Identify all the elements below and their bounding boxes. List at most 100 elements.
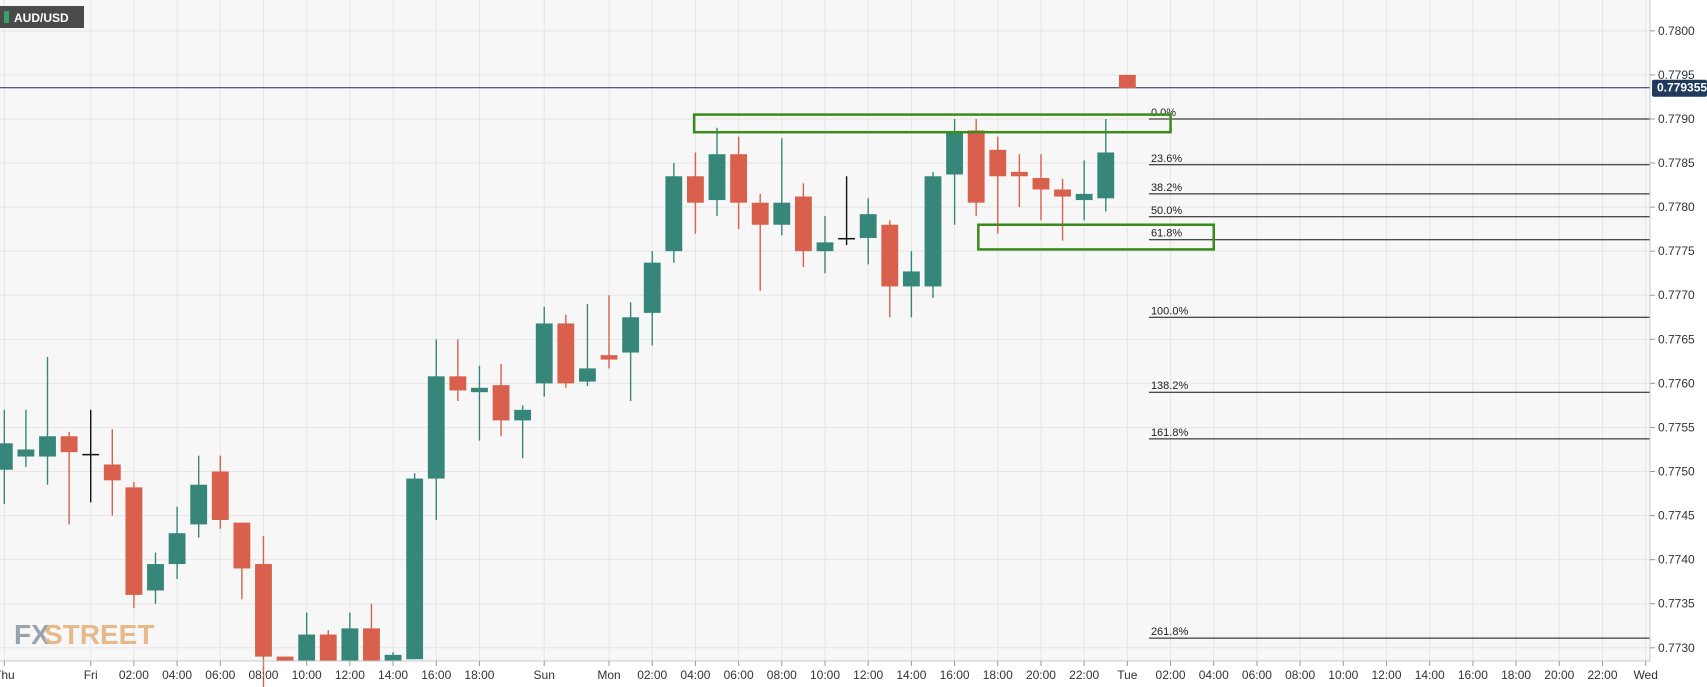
logo-street: STREET <box>44 619 154 650</box>
x-tick-label: Tue <box>1117 668 1138 682</box>
x-tick-label: Wed <box>1633 668 1657 682</box>
candle-body <box>103 464 121 481</box>
x-tick-label: 20:00 <box>1026 668 1056 682</box>
candle-body <box>17 449 35 457</box>
y-tick-label: 0.7780 <box>1658 200 1695 214</box>
x-tick-label: 16:00 <box>940 668 970 682</box>
fib-level-label: 0.0% <box>1151 107 1176 119</box>
x-tick-label: 12:00 <box>853 668 883 682</box>
current-price-badge <box>1652 79 1707 97</box>
fib-level-label: 50.0% <box>1151 205 1182 217</box>
candle-body <box>773 202 791 225</box>
candle-body <box>406 478 424 660</box>
x-tick-label: 02:00 <box>119 668 149 682</box>
y-tick-label: 0.7790 <box>1658 112 1695 126</box>
x-tick-label: 14:00 <box>378 668 408 682</box>
x-tick-label: 14:00 <box>1415 668 1445 682</box>
y-tick-label: 0.7750 <box>1658 465 1695 479</box>
candle-body <box>427 376 445 479</box>
candle-body <box>686 176 704 203</box>
x-tick-label: 22:00 <box>1069 668 1099 682</box>
candle-body <box>125 487 143 595</box>
current-price-tag: 0.779355 <box>1652 79 1707 97</box>
fib-level-label: 138.2% <box>1151 380 1189 392</box>
candle-body <box>147 564 164 591</box>
annotation-boxes <box>692 113 1215 251</box>
y-tick-label: 0.7740 <box>1658 553 1695 567</box>
candle-body <box>60 436 78 453</box>
fibonacci-levels: 0.0% 23.6% 38.2% 50.0% 61.8% 100.0% 138.2% 161.… <box>1148 107 1650 639</box>
candles <box>0 74 1136 687</box>
candle-body <box>1075 193 1093 201</box>
x-tick-label: Fri <box>84 668 98 682</box>
x-tick-label: 18:00 <box>983 668 1013 682</box>
candle-body <box>535 323 553 384</box>
x-tick-label: Mon <box>597 668 620 682</box>
candle-body <box>946 132 964 175</box>
x-tick-label: 20:00 <box>1544 668 1574 682</box>
fib-level-label: 23.6% <box>1151 153 1182 165</box>
candle-body <box>255 564 272 657</box>
candle-body <box>1097 152 1115 199</box>
candle-body <box>838 237 856 240</box>
x-tick-label: 18:00 <box>464 668 494 682</box>
x-tick-label: 12:00 <box>335 668 365 682</box>
current-price-label: 0.779355 <box>1657 81 1707 95</box>
candle-body <box>816 242 834 252</box>
y-tick-label: 0.7800 <box>1658 24 1695 38</box>
x-tick-label: 06:00 <box>205 668 235 682</box>
x-tick-label: 10:00 <box>1328 668 1358 682</box>
candle-body <box>557 323 575 384</box>
x-tick-label: 14:00 <box>896 668 926 682</box>
candle-body <box>622 317 640 353</box>
candle-body <box>233 522 251 569</box>
y-axis-ticks: 0.7800 0.7795 0.7790 0.7785 0.7780 0.7775 0.77… <box>1650 24 1695 655</box>
candle-body <box>730 154 748 203</box>
symbol-tag[interactable]: AUD/USD <box>0 6 84 28</box>
x-tick-label: 06:00 <box>724 668 754 682</box>
x-tick-label: 22:00 <box>1587 668 1617 682</box>
candle-body <box>363 628 380 661</box>
x-tick-label: Thu <box>0 668 15 682</box>
fib-level-label: 38.2% <box>1151 182 1182 194</box>
candle-body <box>643 262 661 313</box>
symbol-label: AUD/USD <box>14 11 69 25</box>
y-tick-label: 0.7760 <box>1658 376 1695 390</box>
candle-body <box>665 176 683 252</box>
y-tick-label: 0.7735 <box>1658 597 1695 611</box>
candle-body <box>794 196 812 252</box>
candle-body <box>579 368 596 382</box>
candle-body <box>859 214 877 238</box>
x-tick-label: 02:00 <box>637 668 667 682</box>
candle-body <box>967 130 985 203</box>
symbol-badge <box>0 6 84 28</box>
x-tick-label: 06:00 <box>1242 668 1272 682</box>
candle-body <box>190 484 208 525</box>
candle-body <box>471 387 488 393</box>
y-tick-label: 0.7755 <box>1658 420 1695 434</box>
x-tick-label: Sun <box>534 668 555 682</box>
x-tick-label: 02:00 <box>1156 668 1186 682</box>
candle-body <box>0 443 13 470</box>
candle-body <box>989 149 1007 177</box>
candle-body <box>39 436 56 457</box>
x-tick-label: 08:00 <box>248 668 278 682</box>
candle-body <box>82 453 100 456</box>
y-tick-label: 0.7770 <box>1658 288 1695 302</box>
x-tick-label: 04:00 <box>1199 668 1229 682</box>
x-tick-label: 04:00 <box>162 668 192 682</box>
x-tick-label: 16:00 <box>1458 668 1488 682</box>
logo-fx: FX <box>14 619 50 650</box>
fib-level-label: 61.8% <box>1151 228 1182 240</box>
x-tick-label: 04:00 <box>680 668 710 682</box>
candle-body <box>514 409 532 421</box>
x-tick-label: 18:00 <box>1501 668 1531 682</box>
y-tick-label: 0.7775 <box>1658 244 1695 258</box>
fxstreet-logo: FX STREET <box>14 619 154 650</box>
y-tick-label: 0.7745 <box>1658 509 1695 523</box>
candle-body <box>924 176 942 287</box>
y-tick-label: 0.7730 <box>1658 641 1695 655</box>
annotation-box <box>692 113 1172 134</box>
